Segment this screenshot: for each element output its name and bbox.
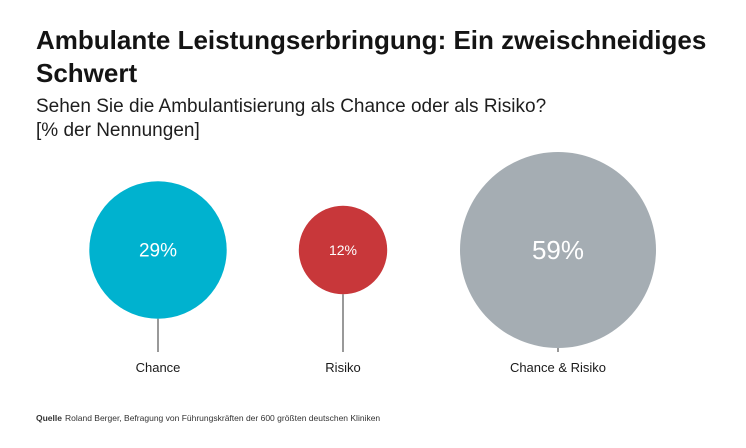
bubble-chance [89,181,227,319]
bubble-group-risiko: 12% Risiko [298,205,388,375]
source-label: Quelle [36,413,62,423]
chart-subtitle: Sehen Sie die Ambulantisierung als Chanc… [36,95,726,143]
value-label-chance-und-risiko: 59% [532,235,584,265]
bubble-risiko [298,205,388,295]
category-label-chance-und-risiko: Chance & Risiko [510,360,606,375]
source-note: Quelle Roland Berger, Befragung von Führu… [36,413,380,423]
bubble-chance-und-risiko [460,152,656,348]
bubble-group-chance: 29% Chance [89,181,227,375]
source-text: Roland Berger, Befragung von Führungskrä… [64,413,381,423]
subtitle-question: Sehen Sie die Ambulantisierung als Chanc… [36,96,547,117]
subtitle-unit: [% der Nennungen] [36,120,200,141]
value-label-risiko: 12% [329,242,357,258]
category-label-risiko: Risiko [325,360,360,375]
category-label-chance: Chance [136,360,181,375]
bubble-group-chance-und-risiko: 59% Chance & Risiko [460,152,656,375]
chart-title: Ambulante Leistungserbringung: Ein zweis… [36,25,707,88]
value-label-chance: 29% [139,241,177,262]
